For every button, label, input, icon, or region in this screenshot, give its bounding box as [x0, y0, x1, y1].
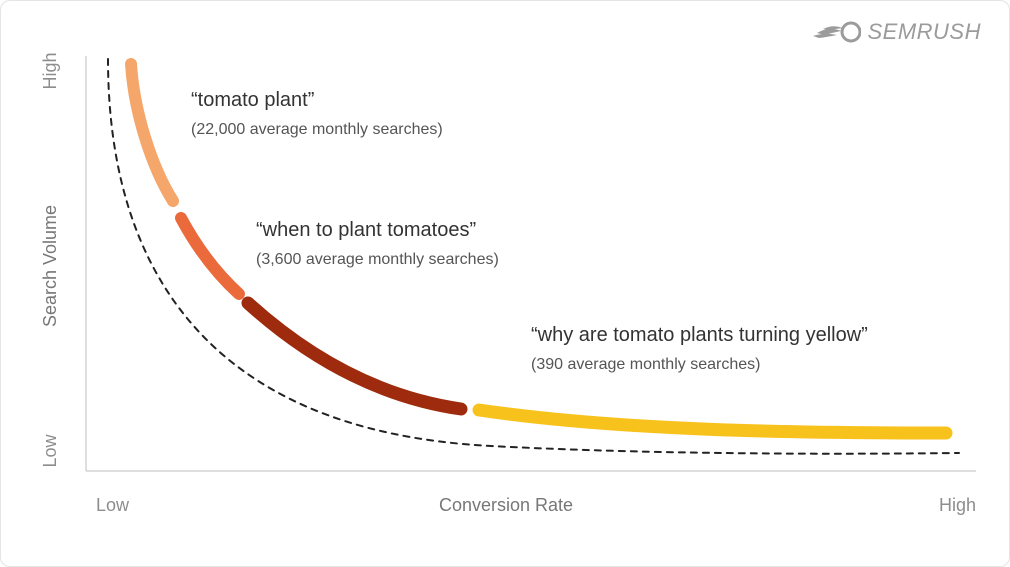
segment-label-seg2: “when to plant tomatoes”: [256, 219, 476, 241]
brand-logo: SEMRUSH: [811, 19, 981, 45]
y-axis-low-label: Low: [40, 433, 60, 467]
curve-segment-seg4: [479, 410, 946, 433]
x-axis-low-label: Low: [96, 495, 130, 515]
flame-icon: [811, 20, 861, 44]
curve-segment-seg1: [131, 64, 173, 201]
brand-text-strong: SEM: [867, 19, 916, 45]
segment-sublabel-seg1: (22,000 average monthly searches): [191, 121, 443, 138]
longtail-chart: High Search Volume Low Low Conversion Ra…: [1, 1, 1010, 567]
brand-text-light: RUSH: [917, 19, 981, 45]
x-axis-high-label: High: [939, 495, 976, 515]
x-axis-title: Conversion Rate: [439, 495, 573, 515]
segment-label-seg1: “tomato plant”: [191, 89, 314, 111]
segment-sublabel-seg2: (3,600 average monthly searches): [256, 251, 499, 268]
segment-sublabel-seg4: (390 average monthly searches): [531, 356, 760, 373]
chart-card: SEMRUSH High Search Volume Low Low Conve…: [0, 0, 1010, 567]
y-axis-title: Search Volume: [40, 205, 60, 327]
y-axis-high-label: High: [40, 52, 60, 89]
segment-labels: “tomato plant” (22,000 average monthly se…: [191, 89, 868, 373]
brand-text: SEMRUSH: [867, 19, 981, 45]
curve-segment-seg2: [181, 218, 239, 294]
baseline-curve: [108, 59, 959, 454]
segment-label-seg4: “why are tomato plants turning yellow”: [531, 324, 868, 346]
